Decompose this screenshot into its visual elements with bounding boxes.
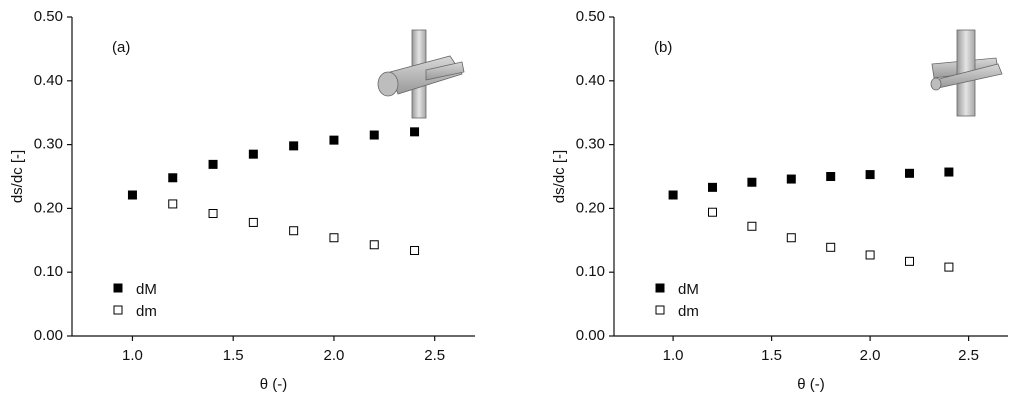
y-tick-label: 0.10 — [34, 263, 63, 280]
y-axis-label: ds/dc [-] — [551, 150, 568, 203]
legend-marker — [656, 284, 664, 292]
x-tick-label: 2.5 — [958, 347, 979, 364]
y-tick-label: 0.00 — [576, 327, 605, 344]
data-point — [827, 243, 835, 251]
data-point — [249, 150, 257, 158]
x-axis-label: θ (-) — [797, 376, 825, 393]
legend-label: dm — [678, 303, 699, 320]
data-point — [827, 173, 835, 181]
y-tick-label: 0.50 — [576, 8, 605, 25]
data-point — [330, 234, 338, 242]
y-tick-label: 0.20 — [34, 199, 63, 216]
panel-label: (b) — [654, 39, 672, 56]
legend-marker — [656, 306, 664, 314]
data-point — [709, 208, 717, 216]
data-point — [169, 174, 177, 182]
y-tick-label: 0.50 — [34, 8, 63, 25]
legend-label: dM — [136, 281, 157, 298]
data-point — [748, 178, 756, 186]
legend-marker — [114, 306, 122, 314]
y-axis-label: ds/dc [-] — [9, 150, 26, 203]
legend-label: dM — [678, 281, 699, 298]
y-tick-label: 0.20 — [576, 199, 605, 216]
data-point — [330, 136, 338, 144]
x-axis-label: θ (-) — [260, 376, 288, 393]
data-point — [128, 191, 136, 199]
data-point — [866, 171, 874, 179]
x-tick-label: 2.0 — [324, 347, 345, 364]
data-point — [411, 247, 419, 255]
y-tick-label: 0.10 — [576, 263, 605, 280]
page: {"chart_data": [ {"type": "scatter", "an… — [0, 0, 1014, 408]
data-point — [370, 131, 378, 139]
x-tick-label: 1.0 — [122, 347, 143, 364]
data-point — [249, 218, 257, 226]
geometry-icon-b — [931, 30, 1002, 116]
data-point — [169, 200, 177, 208]
data-point — [945, 168, 953, 176]
y-tick-label: 0.40 — [576, 72, 605, 89]
geometry-icon-a — [378, 30, 464, 118]
y-tick-label: 0.30 — [34, 136, 63, 153]
data-point — [866, 251, 874, 259]
x-tick-label: 1.5 — [761, 347, 782, 364]
x-tick-label: 2.5 — [424, 347, 445, 364]
y-tick-label: 0.00 — [34, 327, 63, 344]
data-point — [906, 169, 914, 177]
data-point — [411, 128, 419, 136]
data-point — [709, 183, 717, 191]
legend-marker — [114, 284, 122, 292]
data-point — [787, 234, 795, 242]
panel-label: (a) — [112, 39, 130, 56]
y-tick-label: 0.40 — [34, 72, 63, 89]
data-point — [906, 257, 914, 265]
x-tick-label: 2.0 — [860, 347, 881, 364]
data-point — [787, 175, 795, 183]
data-point — [945, 263, 953, 271]
data-point — [748, 222, 756, 230]
legend-label: dm — [136, 303, 157, 320]
x-tick-label: 1.0 — [663, 347, 684, 364]
data-point — [370, 241, 378, 249]
figure: 0.00 0.10 0.20 0.30 0.40 0.50 1.0 1.5 2.0 2.5 θ (-… — [0, 0, 1014, 403]
data-point — [290, 142, 298, 150]
data-point — [209, 210, 217, 218]
data-point — [209, 160, 217, 168]
data-point — [669, 191, 677, 199]
y-tick-label: 0.30 — [576, 136, 605, 153]
x-tick-label: 1.5 — [223, 347, 244, 364]
data-point — [290, 227, 298, 235]
